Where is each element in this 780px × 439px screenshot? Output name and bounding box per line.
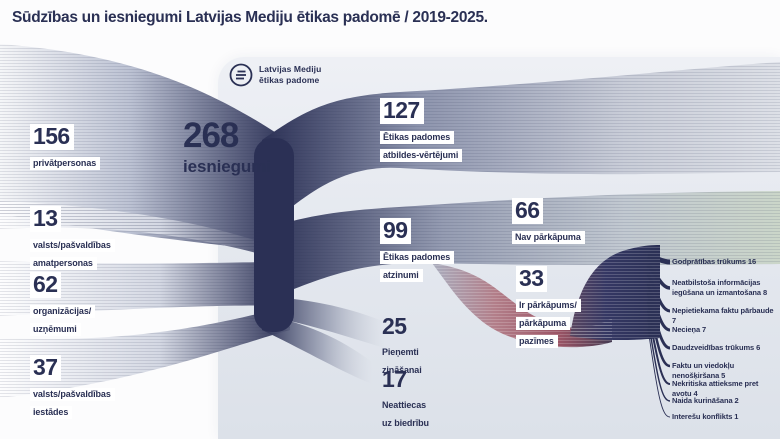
node-value: 13 (30, 206, 62, 232)
node-label: organizācijas/ uzņēmumi (30, 305, 96, 336)
node-label: Nav pārkāpuma (512, 231, 585, 244)
node-value: 99 (380, 218, 412, 244)
node-iestades: 37 valsts/pašvaldības iestādes (30, 355, 115, 420)
violation-item: Naida kurināšana 2 (672, 396, 739, 405)
menu-lines-circle-icon (229, 63, 253, 87)
flow-neattiecas (262, 314, 372, 384)
node-value: 66 (512, 198, 544, 224)
node-label: Ētikas padomes atzinumi (380, 251, 455, 282)
node-value: 33 (516, 266, 548, 292)
node-pienemti-zinasanai: 25 Pieņemti zināšanai (382, 315, 422, 378)
page-title: Sūdzības un iesniegumi Latvijas Mediju ē… (12, 9, 488, 26)
node-amatpersonas: 13 valsts/pašvaldības amatpersonas (30, 206, 115, 271)
node-label: iesniegumi (183, 157, 271, 176)
node-value: 62 (30, 272, 62, 298)
violation-item: Nepietiekama faktu pārbaude 7 (672, 306, 774, 325)
node-atzinumi: 99 Ētikas padomes atzinumi (380, 218, 455, 283)
node-value: 37 (30, 355, 62, 381)
node-label: Ētikas padomes atbildes-vērtējumi (380, 131, 463, 162)
logo-line1: Latvijas Mediju (259, 64, 322, 75)
violation-item: Daudzveidības trūkums 6 (672, 343, 761, 352)
violation-item: Necieņa 7 (672, 325, 707, 334)
node-value: 17 (382, 366, 407, 392)
violation-item: Interešu konflikts 1 (672, 412, 739, 421)
node-label: Neattiecas uz biedrību (382, 400, 429, 428)
violation-item: Godprātības trūkums 16 (672, 257, 757, 266)
node-label: privātpersonas (30, 157, 101, 170)
logo-line2: ētikas padome (259, 75, 320, 85)
node-neattiecas: 17 Neattiecas uz biedrību (382, 368, 429, 431)
node-label: Ir pārkāpums/ pārkāpuma pazīmes (516, 299, 581, 348)
node-iesniegumi: 268 iesniegumi (183, 118, 271, 178)
node-atbildes-vertejumi: 127 Ētikas padomes atbildes-vērtējumi (380, 98, 463, 163)
node-ir-parkapums: 33 Ir pārkāpums/ pārkāpuma pazīmes (516, 266, 581, 349)
node-value: 268 (183, 116, 239, 155)
node-value: 127 (380, 98, 424, 124)
logo-text: Latvijas Mediju ētikas padome (259, 64, 321, 85)
node-nav-parkapuma: 66 Nav pārkāpuma (512, 198, 585, 245)
violation-item: Neatbilstoša informācijas iegūšana un iz… (672, 278, 768, 297)
node-privatpersonas: 156 privātpersonas (30, 124, 101, 171)
node-value: 156 (30, 124, 74, 150)
violation-item: Nekritiska attieksme pret avotu 4 (672, 379, 759, 398)
node-label: valsts/pašvaldības iestādes (30, 388, 115, 419)
logo: Latvijas Mediju ētikas padome (229, 63, 321, 87)
node-label: Pieņemti zināšanai (382, 347, 422, 375)
node-label: valsts/pašvaldības amatpersonas (30, 239, 115, 270)
violation-item: Faktu un viedokļu nenošķiršana 5 (672, 361, 735, 380)
node-organizacijas: 62 organizācijas/ uzņēmumi (30, 272, 96, 337)
node-value: 25 (382, 313, 407, 339)
